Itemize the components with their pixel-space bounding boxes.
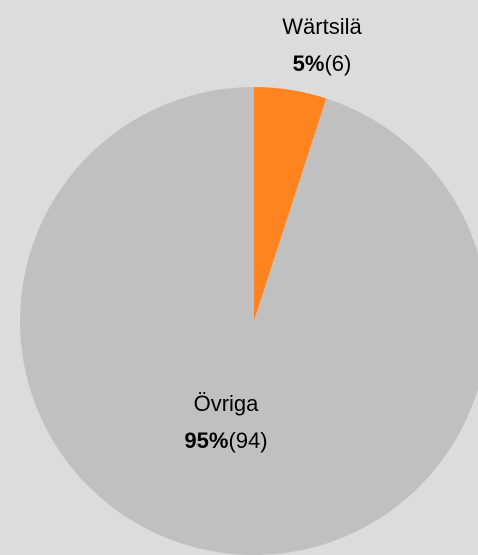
count-label: (94) bbox=[228, 428, 267, 453]
category-label: Övriga bbox=[194, 391, 260, 416]
count-label: (6) bbox=[324, 51, 351, 76]
percent-label: 5% bbox=[293, 51, 325, 76]
percent-label: 95% bbox=[184, 428, 228, 453]
value-label: 5%(6) bbox=[293, 51, 352, 76]
value-label: 95%(94) bbox=[184, 428, 267, 453]
pie bbox=[20, 87, 478, 555]
pie-slice bbox=[254, 87, 327, 321]
pie-slice bbox=[20, 87, 478, 555]
labels: Wärtsilä 5%(6) Övriga 95%(94) bbox=[184, 14, 362, 453]
category-label: Wärtsilä bbox=[282, 14, 362, 39]
